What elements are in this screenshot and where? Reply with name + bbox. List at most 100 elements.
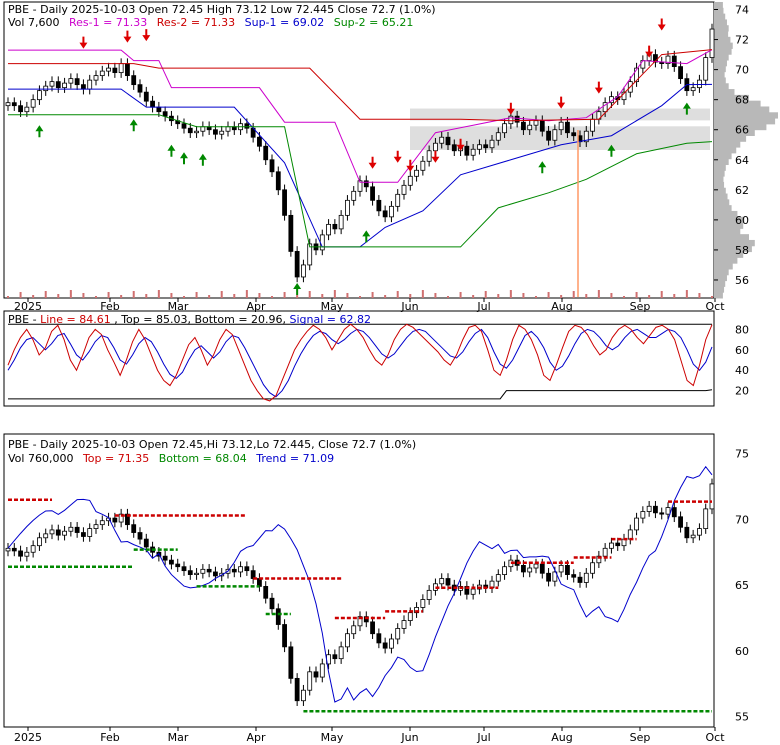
trend-candle-body bbox=[332, 654, 338, 660]
trend-candle-body bbox=[596, 555, 602, 564]
trend-candle-body bbox=[275, 608, 281, 625]
volume-bar bbox=[472, 295, 475, 298]
price-candle-body bbox=[225, 126, 231, 132]
trend-candle-body bbox=[665, 507, 671, 515]
price-candle-body bbox=[74, 78, 80, 86]
trend-candle-body bbox=[162, 555, 168, 561]
trend-candle-body bbox=[37, 537, 42, 547]
volume-profile-bar bbox=[714, 193, 728, 200]
volume-profile-bar bbox=[714, 135, 747, 142]
price-candle-body bbox=[558, 121, 564, 131]
price-candle-body bbox=[275, 171, 281, 191]
trend-candle-body bbox=[671, 507, 677, 518]
trend-x-tick-label: Feb bbox=[100, 731, 119, 744]
trend-candle-body bbox=[627, 529, 633, 540]
price-candle-body bbox=[495, 132, 501, 141]
price-candle-body bbox=[99, 70, 105, 77]
volume-bar bbox=[610, 293, 613, 298]
price-candle-body bbox=[389, 205, 394, 218]
price-candle-body bbox=[363, 180, 369, 188]
volume-profile-bar bbox=[714, 54, 729, 61]
trend-candle-body bbox=[288, 646, 294, 679]
price-candle-body bbox=[439, 136, 445, 144]
volume-profile-bar bbox=[714, 112, 778, 119]
price-candle-body bbox=[395, 193, 401, 207]
price-candle-body bbox=[162, 111, 168, 117]
price-x-tick-label: Jun bbox=[400, 300, 418, 313]
buy-arrow bbox=[198, 153, 207, 166]
price-candle-body bbox=[194, 130, 199, 134]
trend-x-tick-label: 2025 bbox=[14, 731, 42, 744]
price-candle-body bbox=[678, 66, 683, 80]
trend-candle-body bbox=[175, 563, 181, 568]
trend-candle-body bbox=[87, 528, 93, 537]
price-header-line2: Vol 7,600 Res-1 = 71.33 Res-2 = 71.33 Su… bbox=[8, 16, 413, 29]
price-candle-body bbox=[288, 214, 294, 252]
volume-bar bbox=[459, 292, 462, 298]
price-candle-body bbox=[546, 130, 551, 141]
price-candle-body bbox=[483, 144, 489, 149]
price-candle-body bbox=[414, 169, 419, 177]
price-candle-body bbox=[565, 121, 570, 134]
volume-profile-bar bbox=[714, 60, 727, 67]
volume-bar bbox=[195, 292, 198, 298]
volume-profile-bar bbox=[714, 164, 726, 171]
price-candle-body bbox=[55, 81, 61, 89]
price-candle-body bbox=[112, 67, 118, 74]
volume-bar bbox=[82, 293, 85, 298]
trend-candle-body bbox=[533, 563, 539, 569]
sell-arrow bbox=[657, 18, 666, 31]
trend-candle-body bbox=[690, 534, 696, 539]
price-candle-body bbox=[521, 121, 526, 131]
volume-bar bbox=[132, 291, 135, 298]
sup-1-line bbox=[8, 83, 713, 248]
trend-candle-body bbox=[200, 568, 206, 574]
volume-profile bbox=[410, 2, 778, 299]
volume-profile-bar bbox=[714, 228, 741, 235]
price-candle-body bbox=[539, 120, 545, 132]
trend-candle-body bbox=[99, 520, 105, 526]
trend-candle-body bbox=[363, 616, 369, 623]
trend-candle-body bbox=[238, 566, 243, 573]
stoch-y-tick-label: 40 bbox=[735, 364, 749, 377]
price-y-tick-label: 58 bbox=[735, 244, 749, 257]
trend-x-tick-label: Aug bbox=[551, 731, 572, 744]
volume-bar bbox=[220, 291, 223, 298]
sell-arrow bbox=[645, 45, 654, 58]
trend-x-tick-label: Jul bbox=[476, 731, 490, 744]
trend-candle-body bbox=[282, 624, 287, 648]
volume-bar bbox=[44, 291, 47, 298]
volume-bar bbox=[208, 295, 211, 298]
volume-profile-bar bbox=[714, 245, 752, 253]
volume-bar bbox=[522, 293, 525, 298]
volume-bar bbox=[396, 291, 399, 298]
volume-profile-bar bbox=[714, 216, 745, 224]
price-candle-body bbox=[244, 123, 250, 129]
price-candle-body bbox=[634, 67, 639, 83]
trend-candle-body bbox=[376, 633, 382, 644]
trend-candle-body bbox=[382, 642, 388, 649]
volume-profile-bar bbox=[714, 199, 730, 206]
trend-candle-body bbox=[313, 671, 319, 678]
trend-candle-body bbox=[24, 551, 30, 557]
volume-bar bbox=[484, 291, 487, 298]
price-candle-body bbox=[200, 126, 206, 132]
trend-candle-body bbox=[93, 524, 99, 530]
price-candle-body bbox=[665, 55, 671, 65]
price-y-tick-label: 72 bbox=[735, 34, 749, 47]
price-x-tick-label: Aug bbox=[551, 300, 572, 313]
trend-candle-body bbox=[659, 512, 665, 515]
buy-arrow bbox=[362, 230, 371, 243]
stochastic-panel-frame bbox=[3, 310, 715, 407]
trend-candle-body bbox=[552, 571, 558, 582]
trend-candle-body bbox=[414, 607, 419, 614]
volume-bar bbox=[57, 294, 60, 298]
price-candle-body bbox=[30, 99, 36, 108]
buy-arrow bbox=[180, 152, 188, 165]
price-candle-body bbox=[451, 144, 457, 152]
trend-y-tick-label: 65 bbox=[735, 579, 749, 592]
price-candle-body bbox=[533, 120, 539, 126]
buy-arrow bbox=[129, 119, 138, 132]
volume-profile-bar bbox=[714, 42, 733, 49]
trend-candle-body bbox=[395, 628, 401, 640]
